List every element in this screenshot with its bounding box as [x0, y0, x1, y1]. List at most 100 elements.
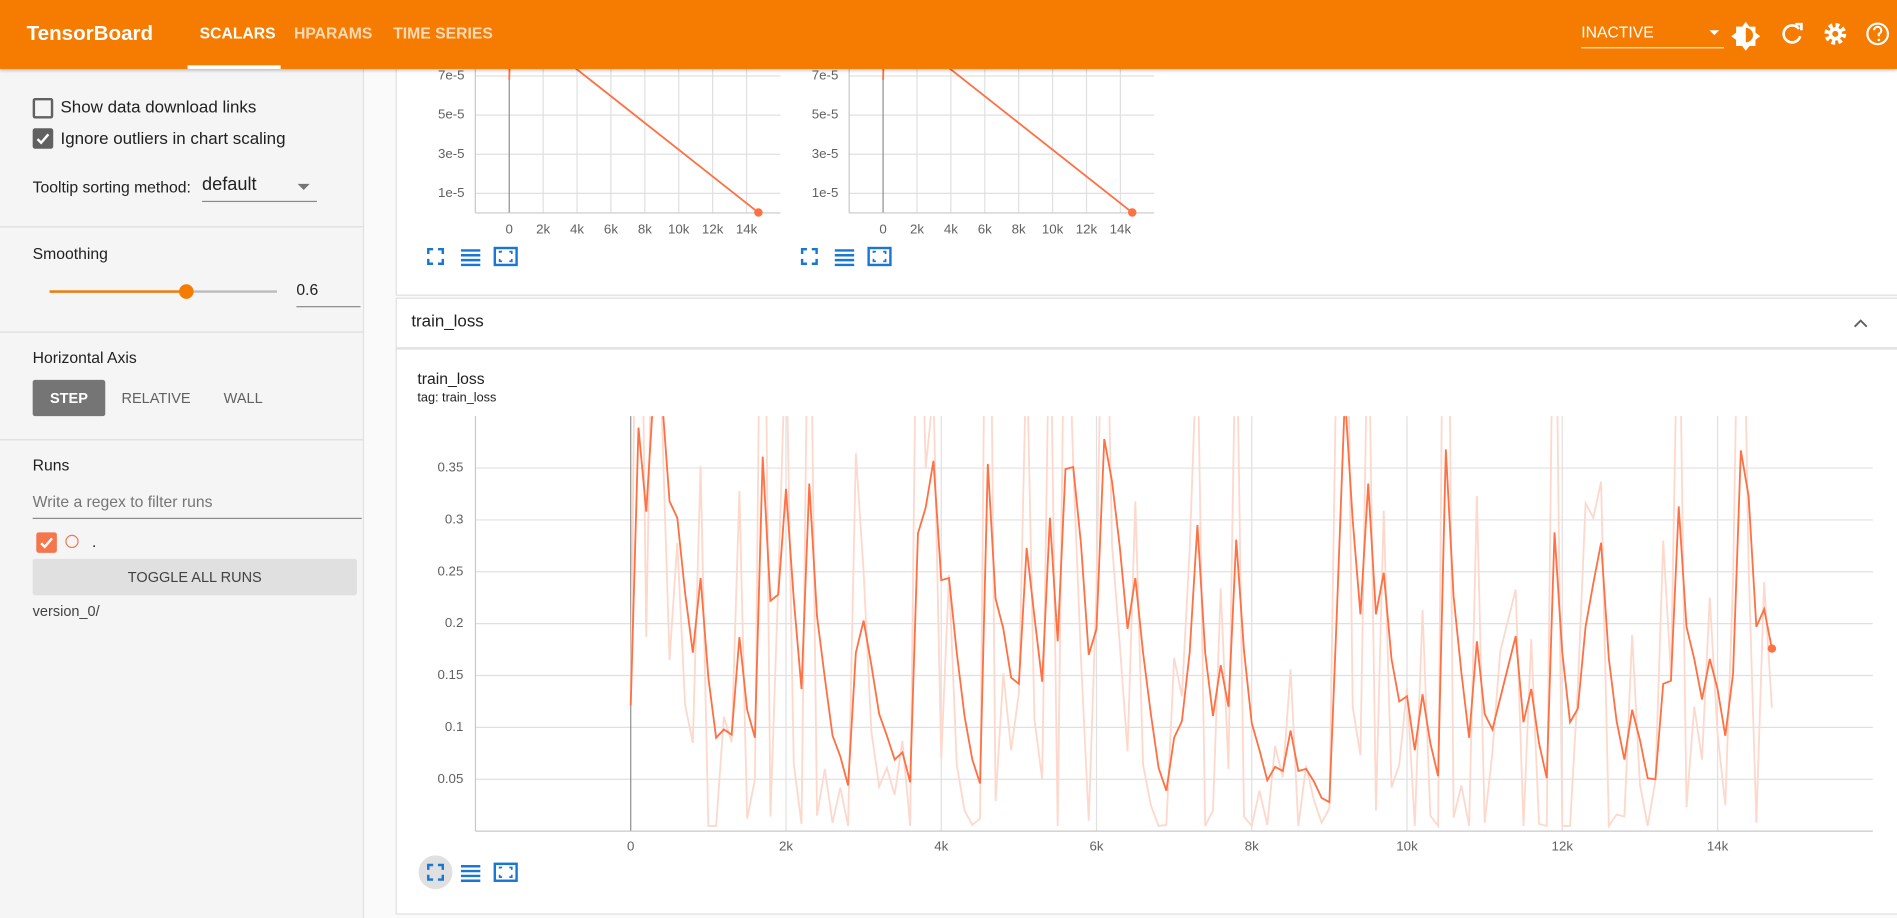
- select-arrow: [297, 183, 310, 190]
- slider-thumb[interactable]: [178, 284, 194, 299]
- x-tick-label: 14k: [1110, 221, 1132, 236]
- x-tick-label: 0: [506, 221, 513, 236]
- section-header[interactable]: [395, 297, 1897, 349]
- tooltip-select[interactable]: default: [202, 174, 257, 195]
- run-group: version_0/: [32, 602, 100, 620]
- run-checkbox[interactable]: [36, 532, 57, 553]
- x-tick-label: 8k: [1012, 221, 1026, 236]
- x-tick-label: 12k: [702, 221, 724, 236]
- x-tick-label: 12k: [1552, 838, 1574, 853]
- y-tick-label: 3e-5: [812, 146, 839, 161]
- tab[interactable]: HPARAMS: [293, 24, 373, 43]
- x-tick-label: 10k: [1396, 838, 1418, 853]
- toggle-label[interactable]: TOGGLE ALL RUNS: [127, 568, 262, 586]
- top-bar: TensorBoard SCALARS HPARAMS TIME SERIES …: [0, 0, 1897, 69]
- input-underline: [296, 306, 361, 308]
- checkbox-checked[interactable]: [32, 128, 54, 149]
- x-tick-label: 14k: [1707, 838, 1729, 853]
- x-tick-label: 4k: [944, 221, 958, 236]
- y-tick-label: 3e-5: [438, 146, 465, 161]
- toggle-button[interactable]: [32, 558, 357, 596]
- y-tick-label: 0.3: [445, 511, 464, 526]
- tab[interactable]: TIME SERIES: [393, 24, 493, 43]
- y-tick-label: 0.25: [437, 563, 463, 578]
- x-tick-label: 10k: [668, 221, 690, 236]
- x-tick-label: 12k: [1076, 221, 1098, 236]
- series-line: [882, 68, 1133, 213]
- y-tick-label: 1e-5: [438, 185, 465, 200]
- refresh-icon[interactable]: [1782, 22, 1803, 44]
- tab[interactable]: SCALARS: [199, 24, 276, 43]
- x-tick-label: 6k: [604, 221, 618, 236]
- divider: [0, 439, 363, 441]
- main-panel: train_loss 1e-5 3e-5 5e-5 7e-5 0 2k 4k 6k 8k 10k 1…: [364, 68, 1897, 918]
- sidebar: Show data download links Ignore outliers…: [0, 68, 365, 918]
- run-name: .: [91, 532, 97, 551]
- option-label[interactable]: Ignore outliers in chart scaling: [60, 128, 286, 148]
- help-icon[interactable]: [1866, 22, 1890, 46]
- y-tick-label: 5e-5: [812, 107, 839, 122]
- chart-subtitle: tag: train_loss: [417, 390, 496, 404]
- input-underline: [32, 517, 362, 520]
- y-tick-label: 0.35: [437, 460, 463, 475]
- y-tick-label: 0.1: [445, 719, 464, 734]
- option-label[interactable]: Show data download links: [60, 96, 257, 117]
- y-tick-label: 1e-5: [812, 185, 839, 200]
- x-tick-label: 8k: [638, 221, 652, 236]
- x-tick-label: 10k: [1042, 221, 1064, 236]
- x-tick-label: 8k: [1245, 838, 1259, 853]
- y-tick-label: 7e-5: [812, 69, 839, 83]
- runs-label: Runs: [32, 456, 70, 475]
- check-mark: [40, 537, 53, 549]
- collapse-icon[interactable]: [1853, 319, 1868, 328]
- y-tick-label: 0.05: [437, 771, 463, 786]
- series-line: [508, 68, 759, 213]
- toolbar-icons: [1709, 21, 1890, 51]
- x-tick-label: 6k: [1089, 838, 1103, 853]
- last-point: [1128, 208, 1137, 217]
- x-tick-label: 2k: [779, 838, 793, 853]
- select-underline: [1581, 47, 1724, 49]
- select-underline: [202, 200, 317, 203]
- card: [395, 68, 1897, 296]
- x-tick-label: 4k: [570, 221, 584, 236]
- runs-filter[interactable]: Write a regex to filter runs: [32, 492, 213, 511]
- axis-option[interactable]: WALL: [223, 389, 263, 407]
- x-tick-label: 4k: [934, 838, 948, 853]
- y-tick-label: 7e-5: [438, 69, 465, 83]
- axis-button-selected[interactable]: [32, 379, 106, 417]
- section-title: train_loss: [411, 311, 483, 330]
- settings-icon[interactable]: [1824, 22, 1847, 45]
- slider-fill: [49, 290, 187, 293]
- smoothing-label: Smoothing: [32, 244, 108, 263]
- y-tick-label: 0.15: [437, 667, 463, 682]
- tooltip-label: Tooltip sorting method:: [32, 177, 191, 196]
- button-hover: [418, 855, 453, 890]
- axis-label: Horizontal Axis: [32, 348, 137, 367]
- x-tick-label: 2k: [536, 221, 550, 236]
- run-color[interactable]: [65, 534, 79, 549]
- axis-option[interactable]: RELATIVE: [121, 389, 191, 407]
- check-mark: [36, 133, 50, 145]
- brand: TensorBoard: [26, 21, 154, 45]
- divider: [0, 226, 363, 228]
- x-tick-label: 2k: [910, 221, 924, 236]
- chart-title: train_loss: [417, 371, 484, 388]
- divider: [0, 331, 363, 333]
- reload-status[interactable]: INACTIVE: [1581, 22, 1654, 42]
- axis-option[interactable]: STEP: [49, 389, 88, 407]
- theme-icon[interactable]: [1731, 21, 1761, 51]
- checkbox[interactable]: [32, 97, 54, 119]
- y-tick-label: 5e-5: [438, 107, 465, 122]
- x-tick-label: 6k: [978, 221, 992, 236]
- x-tick-label: 14k: [736, 221, 758, 236]
- dropdown-arrow[interactable]: [1709, 30, 1720, 36]
- smoothing-input[interactable]: 0.6: [296, 280, 319, 299]
- series-line: [629, 416, 1773, 804]
- tab-indicator: [187, 65, 281, 69]
- x-tick-label: 0: [627, 838, 634, 853]
- y-tick-label: 0.2: [445, 615, 464, 630]
- last-point: [1767, 644, 1777, 653]
